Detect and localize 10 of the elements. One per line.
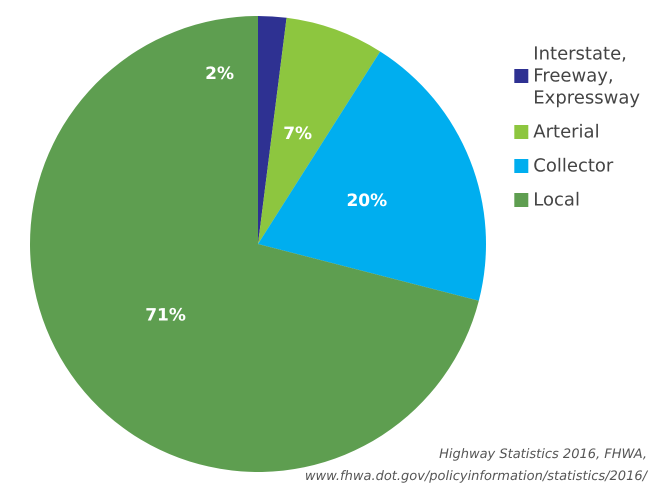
legend-label: Local: [533, 190, 580, 210]
text: Highway Statistics 2016, FHWA,: [439, 447, 647, 462]
data-label: 7%: [283, 124, 312, 144]
text: www.fhwa.dot.gov/policyinformation/statistics/2016/: [304, 469, 649, 484]
data-label: 20%: [346, 190, 388, 211]
legend-label: Interstate, Freeway, Expressway: [533, 44, 640, 108]
legend-label: Arterial: [533, 122, 600, 142]
legend-label: Collector: [533, 156, 614, 176]
data-label: 71%: [145, 306, 186, 326]
data-label: 2%: [205, 64, 234, 84]
